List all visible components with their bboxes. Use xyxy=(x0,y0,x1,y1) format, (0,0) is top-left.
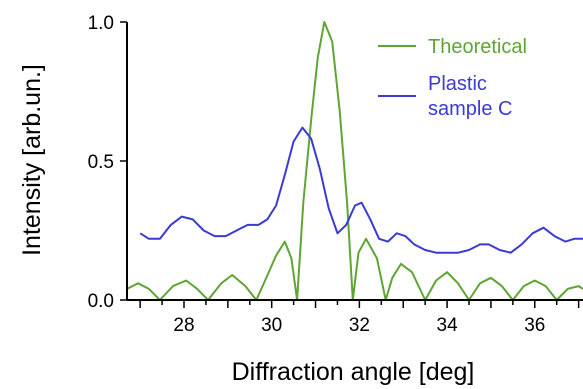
series-line-1 xyxy=(139,126,583,254)
legend-label-plastic-sample-c: Plastic sample C xyxy=(428,73,512,120)
series-line-0 xyxy=(126,21,583,301)
series-layer xyxy=(126,21,583,301)
legend-label-line: sample C xyxy=(428,98,512,120)
y-tick-label: 0.5 xyxy=(88,152,114,173)
y-axis-title: Intensity [arb.un.] xyxy=(18,64,46,256)
x-tick-label: 34 xyxy=(437,315,459,336)
x-tick-label: 36 xyxy=(524,315,545,336)
y-tick-label: 0.0 xyxy=(88,291,114,312)
x-tick-label: 32 xyxy=(349,315,370,336)
legend: Theoretical Plastic sample C xyxy=(378,36,527,120)
y-ticks: 0.0 0.5 1.0 xyxy=(88,13,127,312)
y-tick-label: 1.0 xyxy=(88,13,114,34)
x-tick-label: 30 xyxy=(261,315,282,336)
legend-label-theoretical: Theoretical xyxy=(428,36,527,58)
x-axis-title: Diffraction angle [deg] xyxy=(232,358,475,386)
legend-label-line: Plastic xyxy=(428,73,487,95)
x-tick-label: 28 xyxy=(173,315,194,336)
x-ticks: 28 30 32 34 36 xyxy=(139,300,580,336)
